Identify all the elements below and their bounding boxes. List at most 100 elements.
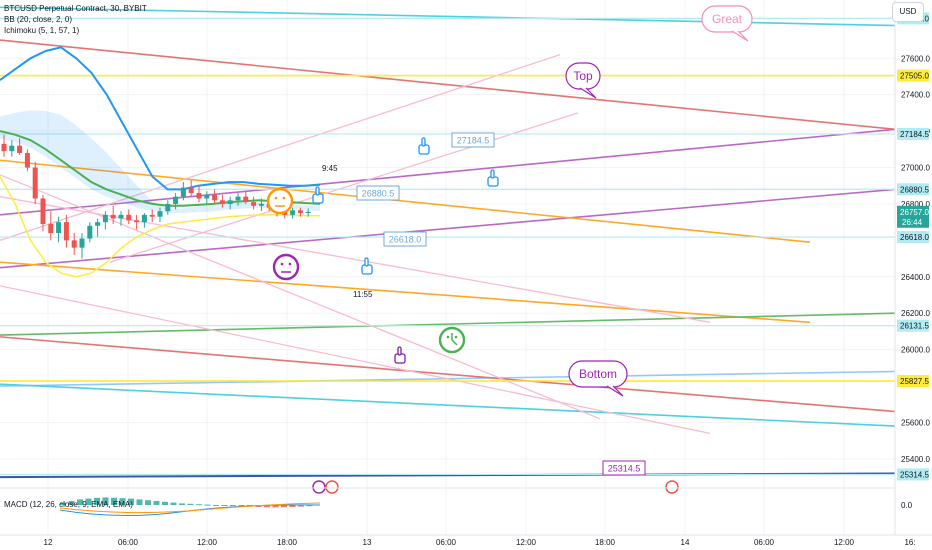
macd-bar-25 [272,505,279,508]
candle-32[interactable] [251,202,257,206]
clock-face-icon-green[interactable] [438,326,466,354]
event-badge-flag-icon-2[interactable] [665,480,679,494]
hand-pointer-icon-4[interactable] [361,257,373,275]
event-badge-lightning-icon[interactable] [312,480,326,494]
x-tick-label-8: 14 [681,538,690,547]
clock-face-icon-green-eye-l [446,335,450,339]
candle-25[interactable] [196,193,202,199]
trend-line-purple-3[interactable] [0,188,896,269]
candle-9[interactable] [71,240,77,248]
price-tag-26880-text: 26880.5 [362,189,395,199]
trend-line-orange-4[interactable] [0,159,811,243]
macd-bar-17 [204,504,211,506]
candle-22[interactable] [173,196,179,204]
great-callout-tail [731,30,749,42]
candle-29[interactable] [227,200,233,204]
pink-trend-line-3[interactable] [0,54,561,241]
pink-trend-line-0[interactable] [0,174,601,420]
macd-bar-26 [281,505,287,508]
macd-bar-14 [179,503,185,505]
candle-28[interactable] [219,200,225,204]
time-label-945: 9:45 [322,164,338,173]
hand-pointer-icon-3[interactable] [312,186,324,204]
top-callout-tail [579,87,597,99]
trend-line-cyan-11[interactable] [0,383,896,427]
trend-line-orange-5[interactable] [0,261,811,324]
chart-legend: BTCUSD Perpetual Contract, 30, BYBIT BB … [4,3,147,36]
candle-10[interactable] [79,238,85,248]
candle-23[interactable] [180,187,186,197]
x-tick-label-10: 12:00 [834,538,855,547]
candle-39[interactable] [305,211,311,214]
candle-27[interactable] [212,194,218,201]
neutral-face-icon-orange-ring [266,187,294,215]
candle-30[interactable] [235,196,241,201]
candle-1[interactable] [9,145,15,152]
trend-line-green-8[interactable] [0,312,896,336]
macd-line [59,504,321,517]
candle-15[interactable] [118,214,124,219]
price-tag-26880[interactable]: 26880.5 [356,185,400,201]
bottom-callout[interactable]: Bottom [568,360,628,397]
hand-pointer-icon-5[interactable] [394,346,406,364]
pink-trend-line-2[interactable] [0,196,711,323]
candle-26[interactable] [204,194,210,199]
trend-line-purple-2[interactable] [0,128,896,216]
macd-bar-9 [136,499,143,505]
price-tag-27184[interactable]: 27184.5 [451,132,495,148]
top-callout[interactable]: Top [565,62,601,99]
candle-19[interactable] [149,214,155,217]
x-tick-label-4: 13 [363,538,372,547]
neutral-face-icon-orange-eye-l [274,196,278,200]
great-callout[interactable]: Great [701,5,753,42]
x-tick-label-0: 12 [44,538,53,547]
price-axis-bg [895,0,932,535]
candle-2[interactable] [17,145,23,153]
candle-20[interactable] [157,211,163,217]
candle-16[interactable] [126,214,132,221]
candle-37[interactable] [290,210,296,215]
trend-line-red-10[interactable] [0,336,896,413]
candle-3[interactable] [24,152,30,168]
hand-pointer-icon-4-finger [364,257,369,267]
candle-7[interactable] [56,222,62,234]
pink-trend-line-4[interactable] [0,285,711,435]
neutral-face-icon-orange[interactable] [266,187,294,215]
candle-8[interactable] [63,222,69,241]
x-tick-label-7: 18:00 [595,538,616,547]
candle-12[interactable] [95,222,101,226]
candle-6[interactable] [48,223,54,234]
hand-pointer-icon-3-finger [315,186,320,196]
hand-pointer-icon-2[interactable] [487,169,499,187]
price-label-6: 25827.5 [900,377,929,386]
macd-bar-19 [221,505,228,506]
macd-bar-10 [145,500,151,505]
currency-button[interactable]: USD [892,2,924,22]
candle-33[interactable] [258,203,264,206]
price-tag-25314[interactable]: 25314.5 [602,460,646,476]
bottom-callout-text: Bottom [579,367,617,381]
x-tick-label-5: 06:00 [436,538,457,547]
trend-line-red-1[interactable] [0,39,896,131]
candle-13[interactable] [102,214,108,223]
candle-21[interactable] [165,203,171,212]
candle-38[interactable] [297,210,303,214]
event-badge-flag-icon-1[interactable] [325,480,339,494]
x-tick-label-11: 16: [904,538,915,547]
candle-17[interactable] [134,220,140,223]
candle-18[interactable] [141,214,147,223]
candle-31[interactable] [243,196,249,203]
candle-4[interactable] [32,167,38,199]
neutral-face-icon-purple[interactable] [272,253,300,281]
candle-5[interactable] [40,198,46,224]
candle-24[interactable] [188,187,194,194]
candle-11[interactable] [87,225,93,239]
hand-pointer-icon-1[interactable] [418,137,430,155]
macd-bar-13 [170,502,177,505]
candle-14[interactable] [110,214,116,219]
candle-0[interactable] [1,143,7,152]
macd-bar-0 [60,502,66,505]
pink-trend-line-1[interactable] [109,112,579,263]
price-tag-26618[interactable]: 26618.0 [383,231,427,247]
